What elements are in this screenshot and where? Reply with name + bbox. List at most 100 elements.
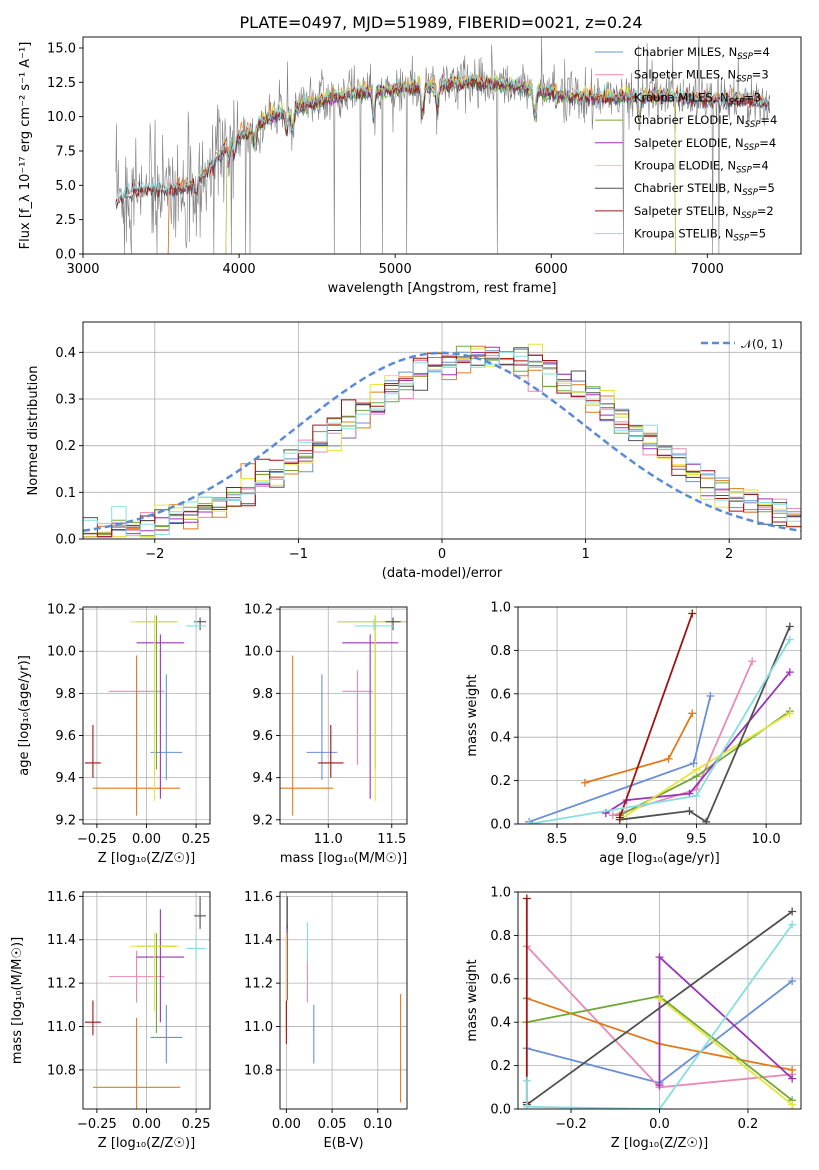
age_vs_Z-frame (82, 606, 211, 825)
spectrum-ytick-label: 0.0 (55, 248, 76, 263)
spectrum-legend-label: Chabrier STELIB, NSSP=5 (634, 181, 775, 198)
weight-marker (522, 894, 531, 903)
spectrum-ytick-label: 7.5 (55, 144, 76, 159)
weight_vs_age-ytick-label: 1.0 (490, 601, 511, 616)
age_vs_mass-ytick-label: 9.2 (252, 813, 273, 828)
spectrum-model-line (115, 72, 770, 205)
legend-text: =5 (749, 227, 766, 241)
spectrum-legend-label: Chabrier MILES, NSSP=4 (634, 45, 770, 62)
spectrum-legend-label: Salpeter STELIB, NSSP=2 (634, 204, 774, 221)
age_vs_Z-xtick-label: 0.00 (132, 832, 161, 847)
weight-marker (748, 657, 757, 666)
age_vs_mass-axes: 11.0 11.5 9.2 9.4 9.6 9.8 10.0 10.2 (244, 603, 406, 847)
age_vs_mass-ytick-label: 10.2 (244, 603, 273, 618)
residual-histogram (83, 352, 801, 539)
mass_vs_ebv-xlabel: E(B-V) (323, 1136, 363, 1151)
weight_vs_age-ytick-label: 0.2 (490, 774, 511, 789)
residual-histogram (83, 351, 801, 539)
residuals-ytick-label: 0.4 (55, 346, 76, 361)
age_vs_mass-plot-area (280, 607, 407, 824)
residuals-ytick-label: 0.0 (55, 533, 76, 548)
residuals-xlabel: (data-model)/error (382, 566, 503, 581)
weight_vs_Z-ylabel: mass weight (465, 959, 480, 1041)
weight-marker (788, 1065, 797, 1074)
legend-text: Salpeter ELODIE, N (634, 136, 744, 150)
legend-sub: SSP (729, 97, 745, 107)
legend-text: =4 (760, 113, 777, 127)
panels: 3000 4000 5000 6000 70000.02.55.07.510.012.5… (10, 36, 802, 1151)
age_vs_Z-plot-area (83, 607, 210, 824)
age_vs_Z-xtick-label: −0.25 (77, 832, 117, 847)
weight-marker (785, 668, 794, 677)
legend-text: =3 (744, 90, 761, 104)
weight_vs_Z-xtick-label: −0.2 (555, 1117, 587, 1132)
age_vs_Z-xlabel: Z [log₁₀(Z/Z☉)] (98, 851, 195, 866)
weight_vs_Z-ytick-label: 0.4 (490, 1016, 511, 1031)
spectrum-ylabel: Flux [f_λ 10⁻¹⁷ erg cm⁻² s⁻¹ A⁻¹] (18, 42, 33, 250)
weight_vs_age-xtick-label: 9.0 (616, 832, 637, 847)
residuals-ytick-label: 0.2 (55, 439, 76, 454)
age_vs_Z-ylabel: age [log₁₀(age/yr)] (17, 655, 32, 776)
spectrum-legend-label: Kroupa MILES, NSSP=3 (634, 90, 761, 107)
residuals-xtick-label: 2 (725, 547, 733, 562)
weight-marker (692, 765, 701, 774)
weight_vs_age-ylabel: mass weight (465, 674, 480, 756)
weight-marker (655, 994, 664, 1003)
weight-marker (685, 806, 694, 815)
age_vs_Z-ytick-label: 9.4 (55, 771, 76, 786)
residuals-xtick-label: 0 (438, 547, 446, 562)
mass_vs_Z-xtick-label: 0.00 (132, 1117, 161, 1132)
spectrum-xtick-label: 7000 (691, 262, 724, 277)
weight-marker (785, 709, 794, 718)
weight-line (525, 923, 793, 1109)
residuals-ytick-label: 0.3 (55, 393, 76, 408)
weight-line (619, 626, 791, 824)
residuals-ytick-label: 0.1 (55, 486, 76, 501)
weight-marker (788, 976, 797, 985)
mass_vs_ebv-xtick-label: 0.05 (318, 1117, 347, 1132)
weight_vs_Z-axes: −0.2 0.0 0.2 0.0 0.2 0.4 0.6 0.8 1.0 (490, 886, 758, 1133)
weight-marker (525, 820, 534, 824)
spectrum-panel: 3000 4000 5000 6000 7000 0.0 2.5 5.0 7.5 10.0 12.5… (18, 36, 802, 296)
legend-text: Salpeter MILES, N (634, 68, 736, 82)
legend-sub: SSP (736, 75, 752, 85)
weight-marker (688, 709, 697, 718)
age_vs_mass-ytick-label: 10.0 (244, 645, 273, 660)
weight-line (526, 910, 793, 1106)
mass_vs_Z-xlabel: Z [log₁₀(Z/Z☉)] (98, 1136, 195, 1151)
mass_vs_ebv-ytick-label: 11.4 (244, 933, 273, 948)
residuals-xtick-label: 1 (581, 547, 589, 562)
mass_vs_Z-xtick-label: 0.25 (182, 1117, 211, 1132)
spectrum-xlabel: wavelength [Angstrom, rest frame] (328, 281, 557, 296)
age_vs_mass-xlabel: mass [log₁₀(M/M☉)] (280, 851, 407, 866)
spectrum-xtick-label: 5000 (379, 262, 412, 277)
weight-line (528, 695, 712, 823)
age_vs_Z-ytick-label: 10.0 (47, 645, 76, 660)
weight_vs_Z-panel: −0.2 0.0 0.2 0.0 0.2 0.4 0.6 0.8 1.0 Z [log₁₀(Z/Z… (465, 886, 802, 1151)
weight_vs_Z-xtick-label: 0.2 (738, 1117, 759, 1132)
weight_vs_Z-ytick-label: 1.0 (490, 886, 511, 901)
legend-text: =2 (757, 204, 774, 218)
weight-marker (788, 1105, 797, 1109)
mass_vs_ebv-axes: 0.00 0.05 0.10 10.8 11.0 11.2 11.4 11.6 (244, 890, 392, 1132)
weight_vs_age-ytick-label: 0.0 (490, 818, 511, 833)
weight-marker (788, 920, 797, 929)
mass_vs_Z-ytick-label: 10.8 (47, 1063, 76, 1078)
weight_vs_age-panel: 8.5 9.0 9.5 10.0 0.0 0.2 0.4 0.6 0.8 1.0 age [log₁… (465, 601, 802, 866)
mass_vs_Z-ytick-label: 11.4 (47, 933, 76, 948)
weight-marker (655, 1081, 664, 1090)
mass_vs_ebv-ytick-label: 11.2 (244, 977, 273, 992)
weight-marker (615, 813, 624, 822)
weight-marker (788, 1074, 797, 1083)
spectrum-ytick-label: 12.5 (47, 76, 76, 91)
legend-text: Chabrier STELIB, N (634, 181, 742, 195)
mass_vs_Z-ytick-label: 11.2 (47, 977, 76, 992)
mass_vs_Z-ytick-label: 11.0 (47, 1020, 76, 1035)
weight-marker (522, 1102, 531, 1109)
residuals-axes: −2 −1 0 1 2 0.0 0.1 0.2 0.3 0.4 (55, 346, 733, 562)
mass_vs_ebv-ytick-label: 11.6 (244, 890, 273, 905)
age_vs_mass-ytick-label: 9.4 (252, 771, 273, 786)
mass_vs_Z-frame (82, 891, 211, 1110)
mass_vs_Z-xtick-label: −0.25 (77, 1117, 117, 1132)
